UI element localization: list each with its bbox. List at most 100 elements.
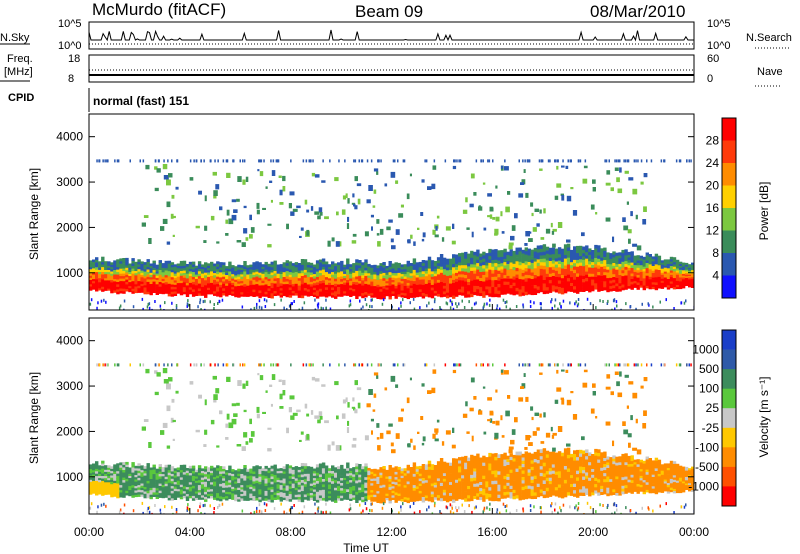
power-cell [424, 265, 429, 269]
power-cell [116, 264, 120, 268]
power-cell [182, 267, 187, 271]
power-cell [346, 271, 350, 275]
power-cell [176, 263, 181, 266]
power-cell [539, 258, 544, 263]
power-cell [606, 263, 610, 267]
velocity-cell [418, 490, 423, 494]
velocity-cell [243, 475, 247, 479]
power-cell [588, 285, 592, 290]
power-cell [632, 243, 638, 247]
power-cell [645, 262, 649, 266]
power-cell [464, 251, 468, 256]
velocity-cell [337, 473, 341, 477]
velocity-cell [300, 493, 305, 497]
power-cell [509, 291, 513, 295]
velocity-cell [113, 480, 117, 484]
velocity-cell [337, 478, 341, 482]
power-cell [222, 262, 226, 265]
power-cell [358, 159, 360, 163]
velocity-cell [264, 492, 268, 496]
velocity-cell [385, 472, 389, 475]
power-cell [252, 267, 256, 270]
power-cell [470, 254, 474, 258]
velocity-cell [258, 468, 262, 472]
velocity-cell [273, 494, 277, 498]
power-cell [672, 279, 677, 283]
velocity-cell [194, 471, 199, 475]
power-cell [334, 285, 338, 289]
power-cell [588, 267, 592, 271]
power-cell [488, 286, 492, 290]
velocity-cell [288, 475, 293, 479]
velocity-cell [309, 483, 314, 486]
power-cell [376, 277, 380, 280]
velocity-cell [185, 484, 190, 488]
velocity-cell [309, 466, 314, 470]
power-cell [242, 179, 246, 185]
power-cell [116, 281, 120, 285]
power-cell [551, 266, 556, 270]
velocity-cell [258, 473, 262, 477]
power-cell [402, 159, 405, 163]
power-cell [346, 263, 350, 267]
velocity-cell [131, 474, 135, 478]
velocity-cell [176, 488, 181, 492]
power-cell [200, 268, 205, 272]
velocity-cell [234, 498, 238, 502]
velocity-cell [101, 483, 105, 486]
power-cell [143, 289, 147, 293]
velocity-cell [231, 480, 235, 483]
power-cell [563, 251, 568, 256]
date-title: 08/Mar/2010 [590, 2, 685, 21]
power-cell [149, 265, 153, 269]
velocity-cell [276, 494, 280, 498]
power-cell [364, 262, 368, 266]
power-cell [249, 266, 253, 270]
power-cell [518, 254, 522, 259]
power-cell [576, 262, 580, 267]
power-cell [237, 264, 241, 268]
power-cell [536, 248, 541, 253]
power-cell [143, 280, 147, 283]
power-cell [291, 263, 296, 266]
power-cell [370, 272, 374, 275]
power-cell [629, 305, 632, 308]
power-cell [512, 291, 516, 296]
velocity-cell [285, 477, 289, 481]
velocity-cell [352, 467, 356, 470]
power-cell [270, 277, 274, 281]
velocity-cell [243, 490, 247, 494]
power-cell [246, 287, 250, 291]
velocity-cell [412, 470, 417, 474]
power-cell [194, 272, 199, 275]
power-cell [488, 276, 492, 280]
power-cell [666, 270, 671, 273]
power-cell [672, 286, 677, 290]
velocity-cell [134, 487, 138, 491]
velocity-cell [240, 480, 244, 483]
velocity-cell [352, 492, 356, 496]
power-cell [455, 281, 459, 285]
power-cell [639, 273, 643, 277]
velocity-cell [279, 491, 283, 495]
velocity-cell [197, 484, 202, 488]
power-cell [492, 159, 494, 163]
velocity-cell [237, 482, 241, 486]
velocity-cell [355, 480, 359, 484]
power-cell [340, 281, 344, 285]
power-cell [140, 285, 144, 289]
velocity-cell [110, 490, 114, 493]
power-cell [271, 170, 276, 176]
power-cell [557, 307, 559, 310]
velocity-cell [391, 467, 395, 471]
freq-panel-frame [88, 54, 695, 83]
velocity-cell [331, 491, 335, 494]
velocity-cell [249, 495, 253, 499]
power-cell [216, 288, 220, 292]
power-cell [364, 298, 367, 301]
velocity-cell [107, 479, 111, 483]
velocity-cell [228, 493, 232, 497]
velocity-cell [140, 478, 144, 482]
velocity-cell [397, 481, 401, 484]
velocity-cell [261, 493, 265, 497]
